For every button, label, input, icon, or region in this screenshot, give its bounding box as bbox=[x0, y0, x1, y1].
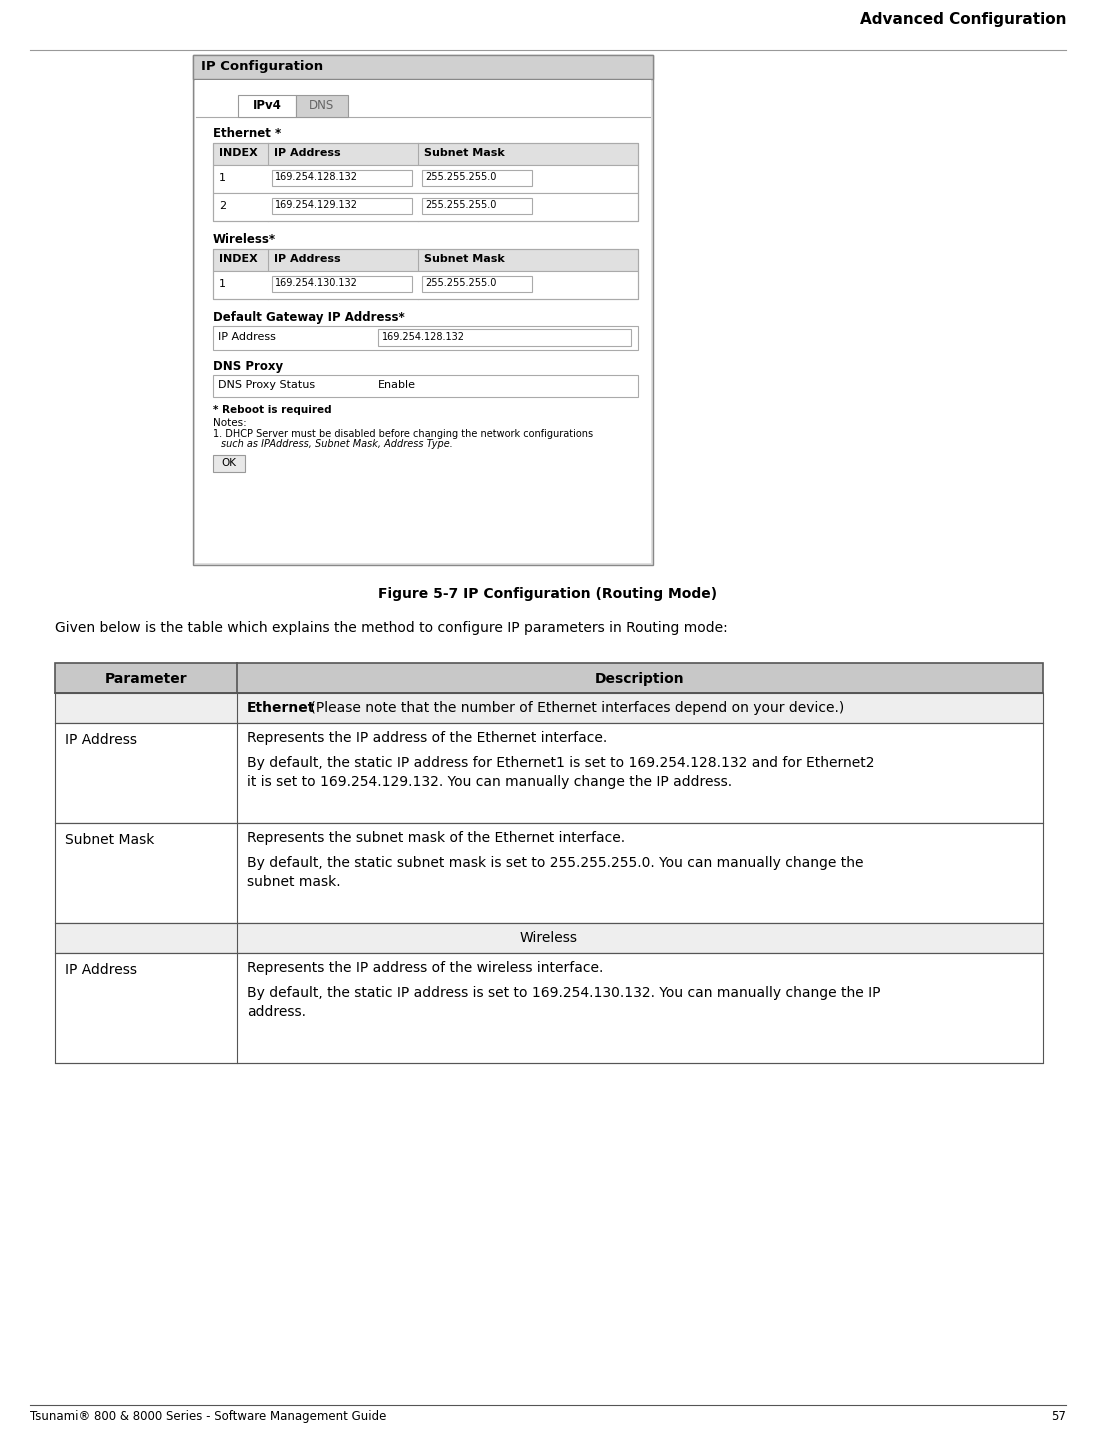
Text: IP Address: IP Address bbox=[65, 733, 137, 747]
Text: Default Gateway IP Address*: Default Gateway IP Address* bbox=[213, 312, 404, 324]
Bar bbox=[55, 693, 1043, 723]
Bar bbox=[378, 329, 631, 346]
Text: Subnet Mask: Subnet Mask bbox=[424, 149, 505, 159]
Text: IP Address: IP Address bbox=[218, 332, 276, 342]
Bar bbox=[55, 823, 1043, 923]
Bar bbox=[213, 143, 638, 221]
Text: Represents the IP address of the wireless interface.: Represents the IP address of the wireles… bbox=[247, 960, 604, 975]
Bar bbox=[213, 143, 638, 164]
Text: it is set to 169.254.129.132. You can manually change the IP address.: it is set to 169.254.129.132. You can ma… bbox=[247, 775, 732, 789]
Text: Ethernet *: Ethernet * bbox=[213, 127, 282, 140]
Text: such as IPAddress, Subnet Mask, Address Type.: such as IPAddress, Subnet Mask, Address … bbox=[221, 439, 453, 449]
Bar bbox=[272, 170, 412, 186]
Bar bbox=[213, 249, 638, 299]
Text: INDEX: INDEX bbox=[219, 149, 258, 159]
Text: address.: address. bbox=[247, 1005, 306, 1019]
Text: 1: 1 bbox=[219, 173, 226, 183]
Text: * Reboot is required: * Reboot is required bbox=[213, 404, 332, 414]
Text: By default, the static IP address is set to 169.254.130.132. You can manually ch: By default, the static IP address is set… bbox=[247, 986, 880, 1000]
Text: subnet mask.: subnet mask. bbox=[247, 875, 341, 889]
Bar bbox=[193, 54, 653, 564]
Text: Given below is the table which explains the method to configure IP parameters in: Given below is the table which explains … bbox=[55, 622, 728, 634]
Bar bbox=[422, 199, 532, 214]
Bar bbox=[55, 953, 1043, 1063]
Text: IP Address: IP Address bbox=[274, 149, 341, 159]
Text: 2: 2 bbox=[219, 201, 226, 211]
Text: OK: OK bbox=[221, 459, 237, 469]
Text: 1: 1 bbox=[219, 279, 226, 289]
Text: 169.254.128.132: 169.254.128.132 bbox=[383, 332, 465, 342]
Bar bbox=[213, 326, 638, 350]
Bar bbox=[296, 94, 349, 117]
Text: 169.254.129.132: 169.254.129.132 bbox=[275, 200, 358, 210]
Bar bbox=[213, 164, 638, 193]
Text: IP Configuration: IP Configuration bbox=[201, 60, 323, 73]
Text: Wireless*: Wireless* bbox=[213, 233, 276, 246]
Bar bbox=[213, 193, 638, 221]
Text: Subnet Mask: Subnet Mask bbox=[65, 833, 155, 847]
Text: 1. DHCP Server must be disabled before changing the network configurations: 1. DHCP Server must be disabled before c… bbox=[213, 429, 593, 439]
Text: Advanced Configuration: Advanced Configuration bbox=[859, 11, 1066, 27]
Bar bbox=[272, 199, 412, 214]
Bar bbox=[422, 276, 532, 292]
Text: Tsunami® 800 & 8000 Series - Software Management Guide: Tsunami® 800 & 8000 Series - Software Ma… bbox=[30, 1410, 387, 1423]
Bar bbox=[195, 80, 651, 563]
Text: INDEX: INDEX bbox=[219, 254, 258, 264]
Bar bbox=[213, 454, 246, 472]
Bar bbox=[213, 249, 638, 272]
Text: Subnet Mask: Subnet Mask bbox=[424, 254, 505, 264]
Text: 255.255.255.0: 255.255.255.0 bbox=[425, 171, 496, 181]
Text: 169.254.128.132: 169.254.128.132 bbox=[275, 171, 358, 181]
Text: Notes:: Notes: bbox=[213, 419, 247, 429]
Bar bbox=[55, 923, 1043, 953]
Text: Figure 5-7 IP Configuration (Routing Mode): Figure 5-7 IP Configuration (Routing Mod… bbox=[378, 587, 718, 602]
Text: (Please note that the number of Ethernet interfaces depend on your device.): (Please note that the number of Ethernet… bbox=[306, 702, 844, 714]
Bar bbox=[272, 276, 412, 292]
Bar bbox=[55, 723, 1043, 823]
Text: By default, the static IP address for Ethernet1 is set to 169.254.128.132 and fo: By default, the static IP address for Et… bbox=[247, 756, 875, 770]
Text: 255.255.255.0: 255.255.255.0 bbox=[425, 200, 496, 210]
Bar bbox=[193, 54, 653, 79]
Bar bbox=[238, 94, 296, 117]
Text: IPv4: IPv4 bbox=[252, 99, 282, 111]
Text: Wireless: Wireless bbox=[520, 932, 578, 945]
Bar bbox=[55, 663, 1043, 693]
Text: Ethernet: Ethernet bbox=[247, 702, 316, 714]
Bar bbox=[213, 272, 638, 299]
Text: Represents the subnet mask of the Ethernet interface.: Represents the subnet mask of the Ethern… bbox=[247, 832, 625, 845]
Bar bbox=[213, 374, 638, 397]
Text: DNS Proxy Status: DNS Proxy Status bbox=[218, 380, 316, 390]
Text: Parameter: Parameter bbox=[105, 672, 187, 686]
Text: 169.254.130.132: 169.254.130.132 bbox=[275, 279, 358, 289]
Text: IP Address: IP Address bbox=[65, 963, 137, 977]
Text: Enable: Enable bbox=[378, 380, 416, 390]
Text: DNS: DNS bbox=[309, 99, 334, 111]
Text: 255.255.255.0: 255.255.255.0 bbox=[425, 279, 496, 289]
Text: Description: Description bbox=[595, 672, 685, 686]
Text: IP Address: IP Address bbox=[274, 254, 341, 264]
Text: DNS Proxy: DNS Proxy bbox=[213, 360, 283, 373]
Bar bbox=[422, 170, 532, 186]
Text: Represents the IP address of the Ethernet interface.: Represents the IP address of the Etherne… bbox=[247, 732, 607, 745]
Text: By default, the static subnet mask is set to 255.255.255.0. You can manually cha: By default, the static subnet mask is se… bbox=[247, 856, 864, 870]
Text: 57: 57 bbox=[1051, 1410, 1066, 1423]
